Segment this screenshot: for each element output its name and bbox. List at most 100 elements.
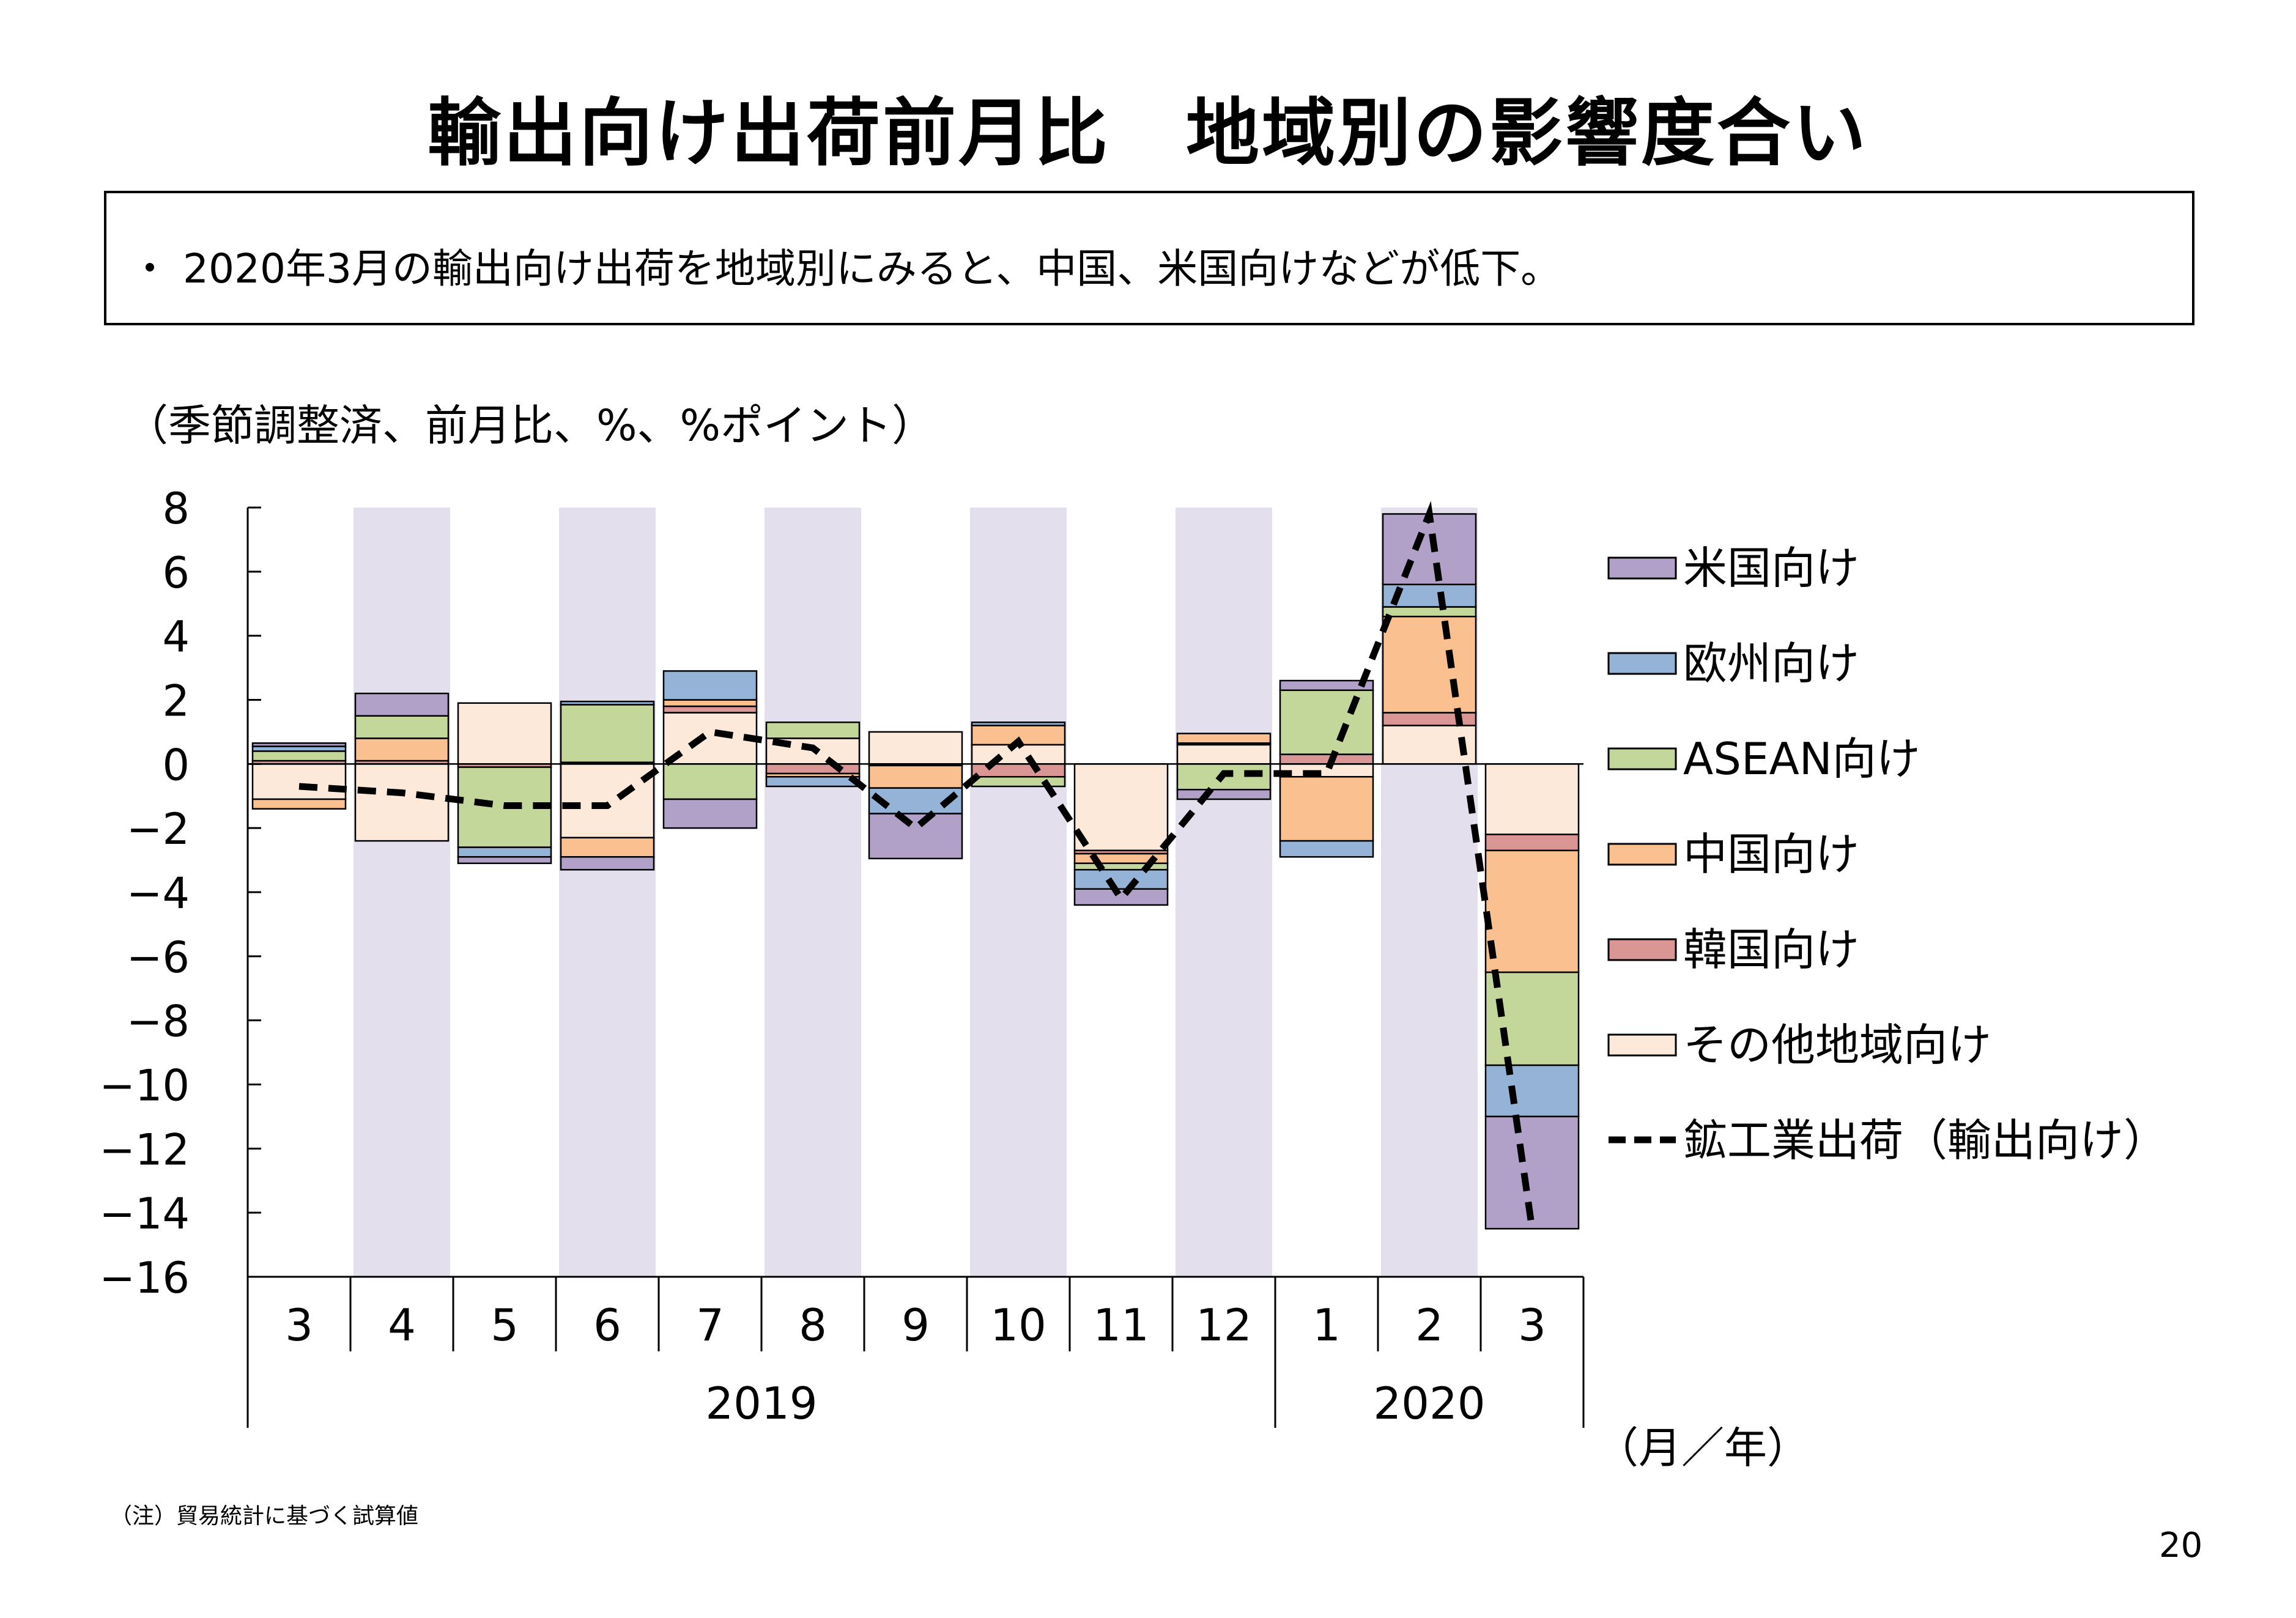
bar-eu-8 bbox=[1073, 869, 1169, 890]
bars bbox=[251, 513, 1580, 1230]
shade-band-3 bbox=[559, 508, 656, 1277]
shade-band-7 bbox=[970, 508, 1067, 1277]
footnote: （注）貿易統計に基づく試算値 bbox=[110, 1504, 419, 1529]
bar-china-4 bbox=[662, 699, 758, 707]
page-title: 輸出向け出荷前月比 地域別の影響度合い bbox=[428, 91, 1868, 176]
bar-us-9 bbox=[1176, 789, 1272, 800]
bar-other-9 bbox=[1176, 744, 1272, 765]
bar-korea-4 bbox=[662, 705, 758, 714]
bar-us-8 bbox=[1073, 888, 1169, 906]
bar-china-12 bbox=[1484, 849, 1580, 973]
y-tick-label: 6 bbox=[162, 548, 190, 598]
bar-other-12 bbox=[1484, 763, 1580, 835]
bar-eu-12 bbox=[1484, 1064, 1580, 1118]
bar-china-10 bbox=[1279, 776, 1374, 842]
y-tick-label: −12 bbox=[99, 1125, 190, 1175]
unit-note: （季節調整済、前月比、%、%ポイント） bbox=[125, 401, 935, 451]
bar-asean-11 bbox=[1382, 606, 1477, 618]
legend-label-eu: 欧州向け bbox=[1683, 638, 1859, 689]
y-tick-label: −4 bbox=[127, 868, 190, 918]
bar-other-8 bbox=[1073, 763, 1169, 852]
y-tick-label: −2 bbox=[127, 804, 190, 854]
bar-us-2 bbox=[457, 856, 552, 865]
bar-us-10 bbox=[1279, 679, 1374, 692]
category-label: 12 bbox=[1196, 1299, 1252, 1351]
bar-asean-4 bbox=[662, 763, 758, 800]
bar-asean-5 bbox=[765, 721, 861, 739]
bar-us-1 bbox=[354, 692, 450, 717]
bar-asean-7 bbox=[971, 776, 1066, 788]
y-tick-label: 0 bbox=[162, 740, 190, 790]
bar-china-6 bbox=[868, 764, 963, 789]
y-tick-label: −10 bbox=[99, 1061, 190, 1111]
legend-swatch-china bbox=[1607, 843, 1677, 866]
category-label: 7 bbox=[696, 1299, 724, 1351]
summary-text: ・ 2020年3月の輸出向け出荷を地域別にみると、中国、米国向けなどが低下。 bbox=[130, 245, 1561, 292]
line-series bbox=[298, 501, 1536, 1230]
category-label: 3 bbox=[1518, 1299, 1546, 1351]
bar-china-9 bbox=[1176, 733, 1272, 744]
y-tick-label: −6 bbox=[127, 933, 190, 983]
legend-label-china: 中国向け bbox=[1683, 829, 1859, 880]
bar-asean-12 bbox=[1484, 971, 1580, 1066]
bar-other-2 bbox=[457, 702, 552, 765]
category-label: 6 bbox=[593, 1299, 621, 1351]
bar-eu-5 bbox=[765, 776, 861, 788]
category-label: 5 bbox=[491, 1299, 519, 1351]
bar-china-3 bbox=[560, 837, 655, 858]
y-tick-label: 2 bbox=[162, 676, 190, 726]
bar-us-6 bbox=[868, 813, 963, 860]
legend-swatch-us bbox=[1607, 556, 1677, 580]
category-label: 1 bbox=[1313, 1299, 1341, 1351]
category-label: 11 bbox=[1093, 1299, 1149, 1351]
bar-us-3 bbox=[560, 856, 655, 871]
shade-band-9 bbox=[1176, 508, 1272, 1277]
summary-box: ・ 2020年3月の輸出向け出荷を地域別にみると、中国、米国向けなどが低下。 bbox=[104, 191, 2194, 325]
bar-us-0 bbox=[251, 742, 347, 747]
legend-label-korea: 韓国向け bbox=[1683, 924, 1859, 975]
page-number: 20 bbox=[2159, 1526, 2203, 1565]
category-label: 9 bbox=[902, 1299, 930, 1351]
bar-asean-0 bbox=[251, 750, 347, 762]
bar-eu-7 bbox=[971, 721, 1066, 726]
bar-other-6 bbox=[868, 731, 963, 765]
y-tick-label: −16 bbox=[99, 1253, 190, 1303]
legend-label-line: 鉱工業出荷（輸出向け） bbox=[1683, 1115, 2168, 1166]
category-label: 10 bbox=[990, 1299, 1046, 1351]
category-label: 8 bbox=[799, 1299, 827, 1351]
year-label: 2019 bbox=[705, 1378, 817, 1429]
bar-korea-10 bbox=[1279, 753, 1374, 765]
bar-china-11 bbox=[1382, 615, 1477, 714]
y-tick-label: −14 bbox=[99, 1189, 190, 1239]
bar-eu-10 bbox=[1279, 840, 1374, 858]
bar-china-0 bbox=[251, 798, 347, 810]
year-label: 2020 bbox=[1373, 1378, 1485, 1429]
legend-label-asean: ASEAN向け bbox=[1683, 733, 1920, 785]
legend-label-other: その他地域向け bbox=[1683, 1019, 1991, 1071]
bar-eu-3 bbox=[560, 700, 655, 706]
bar-other-0 bbox=[251, 763, 347, 800]
bar-eu-2 bbox=[457, 846, 552, 858]
category-label: 2 bbox=[1415, 1299, 1443, 1351]
category-label: 4 bbox=[388, 1299, 416, 1351]
line-exports-shipments bbox=[298, 501, 1536, 1230]
bar-korea-5 bbox=[765, 763, 861, 775]
bar-asean-3 bbox=[560, 704, 655, 763]
bar-eu-4 bbox=[662, 670, 758, 701]
bar-other-1 bbox=[354, 763, 450, 842]
bar-asean-1 bbox=[354, 715, 450, 739]
bar-china-1 bbox=[354, 737, 450, 762]
shaded-bands bbox=[354, 508, 1478, 1277]
y-tick-label: −8 bbox=[127, 997, 190, 1047]
bar-korea-12 bbox=[1484, 833, 1580, 852]
bar-other-3 bbox=[560, 763, 655, 839]
y-tick-label: 8 bbox=[162, 484, 190, 534]
category-label: 3 bbox=[285, 1299, 313, 1351]
legend-label-us: 米国向け bbox=[1683, 542, 1859, 594]
legend-swatch-korea bbox=[1607, 938, 1677, 961]
x-unit-label: （月／年） bbox=[1596, 1423, 1810, 1473]
legend-swatch-asean bbox=[1607, 747, 1677, 770]
